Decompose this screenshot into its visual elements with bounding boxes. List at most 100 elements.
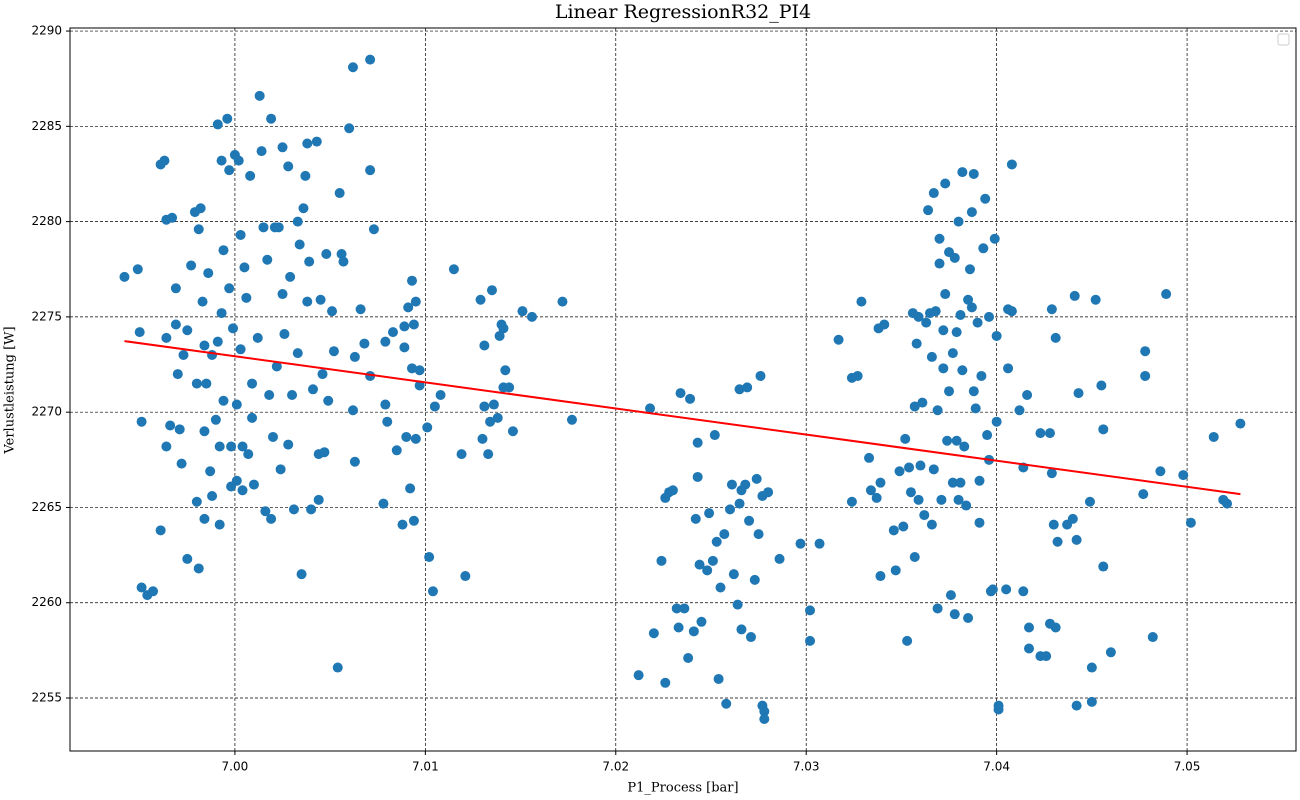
data-point [894, 466, 905, 477]
data-point [1084, 496, 1095, 507]
data-point [749, 574, 760, 585]
data-point [479, 401, 490, 412]
data-point [399, 321, 410, 332]
data-point [243, 449, 254, 460]
data-point [254, 90, 265, 101]
data-point [930, 306, 941, 317]
data-point [264, 390, 275, 401]
data-point [349, 456, 360, 467]
data-point [961, 500, 972, 511]
x-tick-label: 7.04 [983, 760, 1010, 774]
data-point [328, 346, 339, 357]
data-point [228, 323, 239, 334]
data-point [365, 54, 376, 65]
data-point [1001, 584, 1012, 595]
data-point [734, 384, 745, 395]
data-point [494, 330, 505, 341]
data-point [814, 538, 825, 549]
data-point [294, 239, 305, 250]
data-point [195, 203, 206, 214]
data-point [694, 559, 705, 570]
data-point [1235, 418, 1246, 429]
data-point [1006, 159, 1017, 170]
data-point [934, 233, 945, 244]
data-point [1185, 517, 1196, 528]
data-point [311, 136, 322, 147]
data-point [517, 306, 528, 317]
data-point [759, 713, 770, 724]
data-point [323, 395, 334, 406]
data-point [136, 416, 147, 427]
data-point [271, 361, 282, 372]
data-point [304, 256, 315, 267]
data-point [226, 441, 237, 452]
data-point [477, 433, 488, 444]
data-point [479, 340, 490, 351]
data-point [391, 445, 402, 456]
data-point [715, 582, 726, 593]
data-point [942, 435, 953, 446]
data-point [368, 224, 379, 235]
data-point [403, 302, 414, 313]
data-point [148, 586, 159, 597]
data-point [268, 431, 279, 442]
data-point [923, 205, 934, 216]
data-point [277, 289, 288, 300]
data-point [1046, 304, 1057, 315]
data-point [170, 319, 181, 330]
data-point [989, 233, 1000, 244]
data-point [940, 178, 951, 189]
data-point [968, 168, 979, 179]
data-point [726, 479, 737, 490]
data-point [966, 207, 977, 218]
data-point [890, 565, 901, 576]
data-point [944, 386, 955, 397]
data-point [435, 390, 446, 401]
data-point [909, 401, 920, 412]
data-point [483, 449, 494, 460]
data-point [702, 565, 713, 576]
data-point [947, 348, 958, 359]
data-point [667, 485, 678, 496]
legend-box [1277, 33, 1290, 46]
data-point [1098, 424, 1109, 435]
data-point [645, 403, 656, 414]
data-point [292, 216, 303, 227]
data-point [422, 422, 433, 433]
data-point [909, 552, 920, 563]
data-point [1041, 651, 1052, 662]
data-point [203, 268, 214, 279]
data-point [736, 624, 747, 635]
data-point [191, 496, 202, 507]
x-tick-label: 7.01 [412, 760, 439, 774]
data-point [926, 351, 937, 362]
data-point [751, 473, 762, 484]
data-point [932, 405, 943, 416]
data-point [763, 487, 774, 498]
data-point [774, 553, 785, 564]
data-point [365, 165, 376, 176]
data-point [953, 216, 964, 227]
data-point [504, 382, 515, 393]
data-point [1067, 513, 1078, 524]
data-point [728, 569, 739, 580]
data-point [273, 222, 284, 233]
data-point [407, 363, 418, 374]
data-point [660, 677, 671, 688]
data-point [1096, 380, 1107, 391]
data-point [235, 344, 246, 355]
data-point [976, 370, 987, 381]
data-point [414, 380, 425, 391]
data-point [475, 294, 486, 305]
data-point [410, 433, 421, 444]
data-point [256, 146, 267, 157]
data-point [875, 477, 886, 488]
data-point [856, 296, 867, 307]
data-point [949, 252, 960, 263]
data-point [159, 155, 170, 166]
data-point [283, 161, 294, 172]
data-point [224, 165, 235, 176]
data-point [212, 119, 223, 130]
data-point [928, 464, 939, 475]
